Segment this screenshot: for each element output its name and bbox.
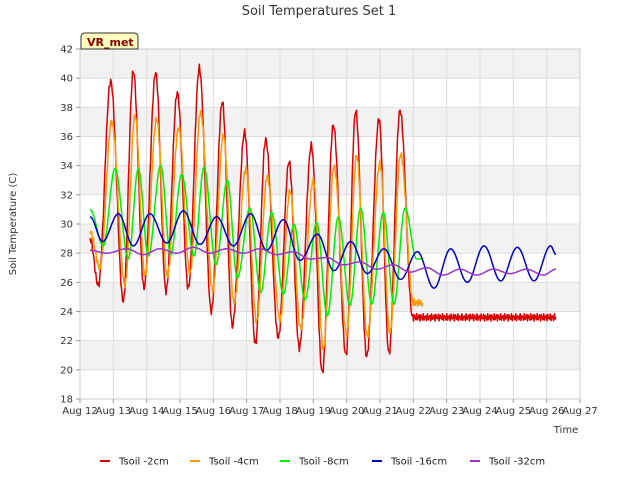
x-tick-label: Aug 21 [362,406,397,417]
x-tick-label: Aug 27 [562,406,597,417]
series-line-tsoil-8cm [89,164,423,317]
x-tick-label: Aug 25 [496,406,531,417]
legend-item: Tsoil -2cm [100,457,169,468]
legend-item: Tsoil -32cm [470,457,545,468]
y-tick-label: 42 [60,45,73,56]
legend-label: Tsoil -4cm [208,457,259,468]
y-tick-label: 28 [60,249,73,260]
plot-band [80,340,580,370]
x-tick-label: Aug 22 [396,406,431,417]
legend: Tsoil -2cm Tsoil -4cm Tsoil -8cm Tsoil -16c… [100,457,545,468]
series-layer [89,63,557,374]
x-axis-label: Time [553,425,578,436]
y-tick-label: 38 [60,103,73,114]
site-badge-shape [80,32,139,50]
x-tick-label: Aug 12 [62,406,97,417]
x-tick-label: Aug 18 [262,406,297,417]
y-tick-label: 40 [60,74,73,85]
series-line-tsoil-16cm [89,210,557,289]
y-tick-label: 36 [60,132,73,143]
y-tick-label: 24 [60,307,73,318]
y-tick-label: 34 [60,161,73,172]
plot-band [80,107,580,137]
x-tick-label: Aug 15 [162,406,197,417]
y-axis-label: Soil Temperature (C) [8,173,19,276]
legend-item: Tsoil -8cm [280,457,349,468]
y-tick-label: 20 [60,365,73,376]
y-tick-label: 18 [60,395,73,406]
legend-label: Tsoil -32cm [488,457,545,468]
legend-item: Tsoil -16cm [372,457,447,468]
x-tick-label: Aug 17 [229,406,264,417]
x-tick-label: Aug 19 [296,406,331,417]
series-line-tsoil-32cm [90,246,557,276]
x-tick-label: Aug 26 [529,406,564,417]
legend-label: Tsoil -8cm [298,457,349,468]
legend-label: Tsoil -16cm [390,457,447,468]
series-line-tsoil-2cm [89,63,557,374]
chart-title: Soil Temperatures Set 1 [242,4,397,19]
y-tick-label: 22 [60,336,73,347]
plot-band [80,49,580,79]
y-tick-label: 32 [60,190,73,201]
site-badge: VR_met [80,32,139,50]
x-tick-label: Aug 24 [462,406,497,417]
y-tick-label: 26 [60,278,73,289]
y-axis-ticks: 18 20 22 24 26 28 30 32 34 36 38 40 42 [60,45,80,406]
x-tick-label: Aug 14 [129,406,164,417]
x-tick-label: Aug 16 [196,406,231,417]
legend-label: Tsoil -2cm [118,457,169,468]
x-tick-label: Aug 23 [429,406,464,417]
legend-item: Tsoil -4cm [190,457,259,468]
x-tick-label: Aug 13 [96,406,131,417]
series-line-tsoil-4cm [89,109,424,351]
x-tick-label: Aug 20 [329,406,364,417]
site-badge-label: VR_met [87,36,134,49]
y-tick-label: 30 [60,220,73,231]
